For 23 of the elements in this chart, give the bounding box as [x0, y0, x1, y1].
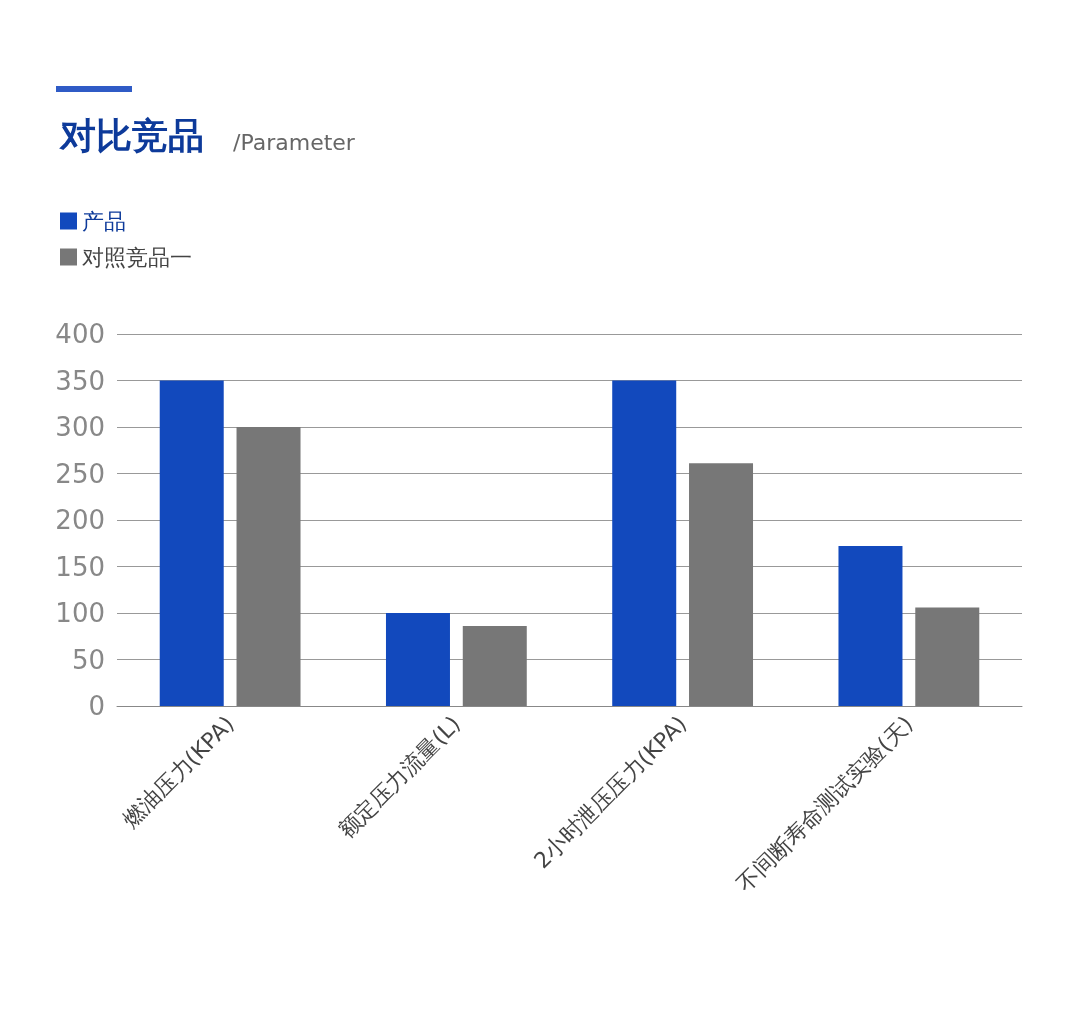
- legend-label: 产品: [82, 208, 126, 234]
- legend-label: 对照竞品一: [82, 244, 192, 270]
- bar: [159, 380, 224, 706]
- bar: [838, 546, 903, 706]
- y-tick-label: 150: [55, 551, 105, 582]
- x-tick-label: 不间断寿命测试实验(天): [732, 711, 918, 897]
- bar: [612, 380, 677, 706]
- y-tick-label: 100: [55, 598, 105, 628]
- y-tick-label: 300: [55, 412, 105, 442]
- y-tick-label: 0: [88, 691, 105, 721]
- bar: [462, 626, 527, 706]
- bar: [689, 463, 754, 706]
- chart-title: 对比竞品: [59, 114, 204, 156]
- y-tick-label: 350: [55, 365, 105, 396]
- y-tick-label: 200: [55, 505, 105, 535]
- x-tick-label: 额定压力流量(L): [333, 711, 466, 843]
- chart-subtitle: /Parameter: [233, 129, 356, 155]
- y-tick-label: 400: [55, 319, 105, 349]
- bar: [385, 613, 450, 706]
- y-tick-label: 250: [55, 458, 105, 489]
- y-tick-label: 50: [71, 644, 105, 675]
- bar: [236, 427, 301, 706]
- bar: [915, 607, 980, 706]
